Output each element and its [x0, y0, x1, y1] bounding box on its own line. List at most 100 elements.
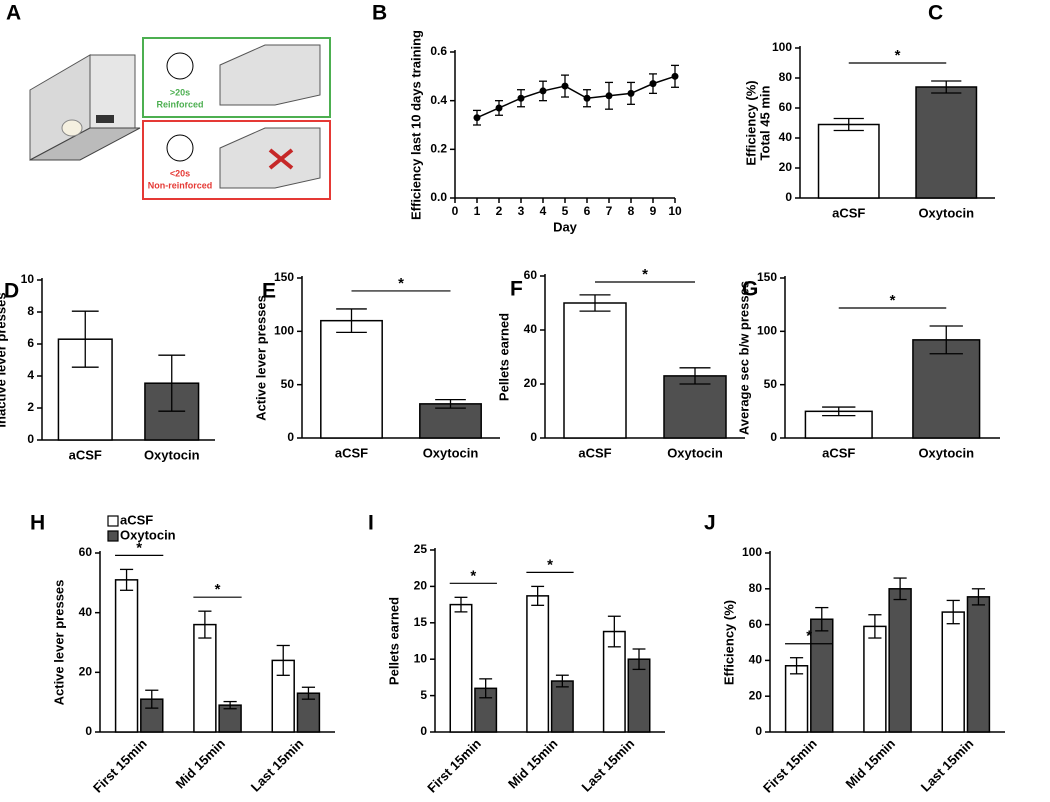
bar [941, 611, 965, 733]
x-tick-label: Last 15min [918, 736, 977, 795]
cross [268, 148, 294, 170]
condition-label: Reinforced [156, 99, 203, 109]
panel-letter: I [368, 512, 374, 535]
bar [550, 680, 574, 733]
significance-label: * [215, 581, 221, 598]
bar [563, 302, 627, 439]
legend-label: aCSF [120, 512, 153, 527]
y-axis-label: Active lever presses [253, 295, 268, 421]
x-tick-label: 6 [584, 204, 591, 218]
y-tick-label: 150 [274, 270, 294, 284]
y-tick-label: 40 [79, 605, 93, 619]
y-tick-label: 0 [420, 724, 427, 738]
point [473, 114, 481, 122]
significance-label: * [642, 266, 648, 283]
panel-letter: J [704, 512, 716, 535]
panel-letter: A [6, 2, 21, 25]
y-tick-label: 0 [785, 190, 792, 204]
y-axis-label: Active lever presses [51, 580, 66, 706]
panel-letter: E [262, 280, 276, 303]
y-tick-label: 80 [749, 581, 763, 595]
x-tick-label: 4 [540, 204, 547, 218]
x-tick-label: 9 [650, 204, 657, 218]
y-axis-label: Pellets earned [386, 597, 401, 685]
x-tick-label: Mid 15min [172, 736, 228, 792]
y-tick-label: 40 [524, 322, 538, 336]
significance-label: * [547, 556, 553, 573]
panel-letter: G [742, 278, 758, 301]
y-tick-label: 0.2 [430, 142, 447, 156]
x-tick-label: First 15min [424, 736, 484, 796]
y-axis-label: Inactive lever presses [0, 292, 8, 427]
rat [61, 119, 83, 137]
x-tick-label: 10 [668, 204, 682, 218]
point [539, 87, 547, 95]
bar [114, 579, 139, 733]
line [476, 75, 676, 119]
cage [219, 44, 321, 106]
y-tick-label: 60 [79, 545, 93, 559]
y-tick-label: 0.6 [430, 44, 447, 58]
y-tick-label: 50 [764, 377, 778, 391]
legend-swatch [107, 530, 119, 542]
lever [96, 115, 114, 123]
x-tick-label: First 15min [90, 736, 150, 796]
y-tick-label: 20 [749, 688, 763, 702]
cage-floor [29, 127, 141, 161]
bar [320, 319, 383, 439]
bar [419, 403, 482, 439]
significance-label: * [470, 567, 476, 584]
time-label: <20s [170, 168, 190, 178]
y-axis-label: Efficiency (%) [721, 600, 736, 685]
y-tick-label: 0.0 [430, 190, 447, 204]
y-tick-label: 50 [281, 377, 295, 391]
x-tick-label: Oxytocin [144, 447, 200, 462]
bar [449, 603, 473, 733]
x-tick-label: 5 [562, 204, 569, 218]
y-tick-label: 4 [27, 368, 34, 382]
y-tick-label: 40 [749, 653, 763, 667]
bar [966, 596, 991, 733]
x-tick-label: Last 15min [248, 736, 307, 795]
x-tick-label: aCSF [69, 447, 102, 462]
y-tick-label: 15 [414, 615, 428, 629]
significance-label: * [136, 539, 142, 556]
y-tick-label: 60 [779, 100, 793, 114]
condition-label: Non-reinforced [148, 180, 213, 190]
y-tick-label: 150 [757, 270, 777, 284]
x-tick-label: aCSF [832, 205, 865, 220]
nonreinforced-box [142, 120, 331, 200]
y-tick-label: 20 [79, 665, 93, 679]
panel-letter: D [4, 280, 19, 303]
y-axis-label: Efficiency (%) [743, 80, 758, 165]
point [671, 72, 679, 80]
bar [912, 339, 981, 439]
x-tick-label: aCSF [335, 445, 368, 460]
reinforced-box [142, 37, 331, 118]
y-tick-label: 0 [755, 724, 762, 738]
significance-label: * [890, 292, 896, 309]
x-tick-label: 1 [474, 204, 481, 218]
panel-letter: F [510, 278, 523, 301]
significance-label: * [806, 628, 812, 645]
y-tick-label: 8 [27, 304, 34, 318]
point [605, 92, 613, 100]
point [583, 94, 591, 102]
bar [915, 86, 978, 199]
bar [627, 658, 651, 733]
bar [817, 123, 880, 199]
y-tick-label: 60 [749, 617, 763, 631]
point [649, 80, 657, 88]
significance-label: * [895, 47, 901, 64]
y-tick-label: 60 [524, 268, 538, 282]
point [561, 82, 569, 90]
y-tick-label: 100 [757, 324, 777, 338]
x-tick-label: Mid 15min [842, 736, 898, 792]
y-tick-label: 0 [770, 430, 777, 444]
significance-label: * [398, 275, 404, 292]
bar [810, 618, 834, 733]
y-tick-label: 6 [27, 336, 34, 350]
bar [663, 375, 727, 439]
clock [166, 134, 194, 162]
